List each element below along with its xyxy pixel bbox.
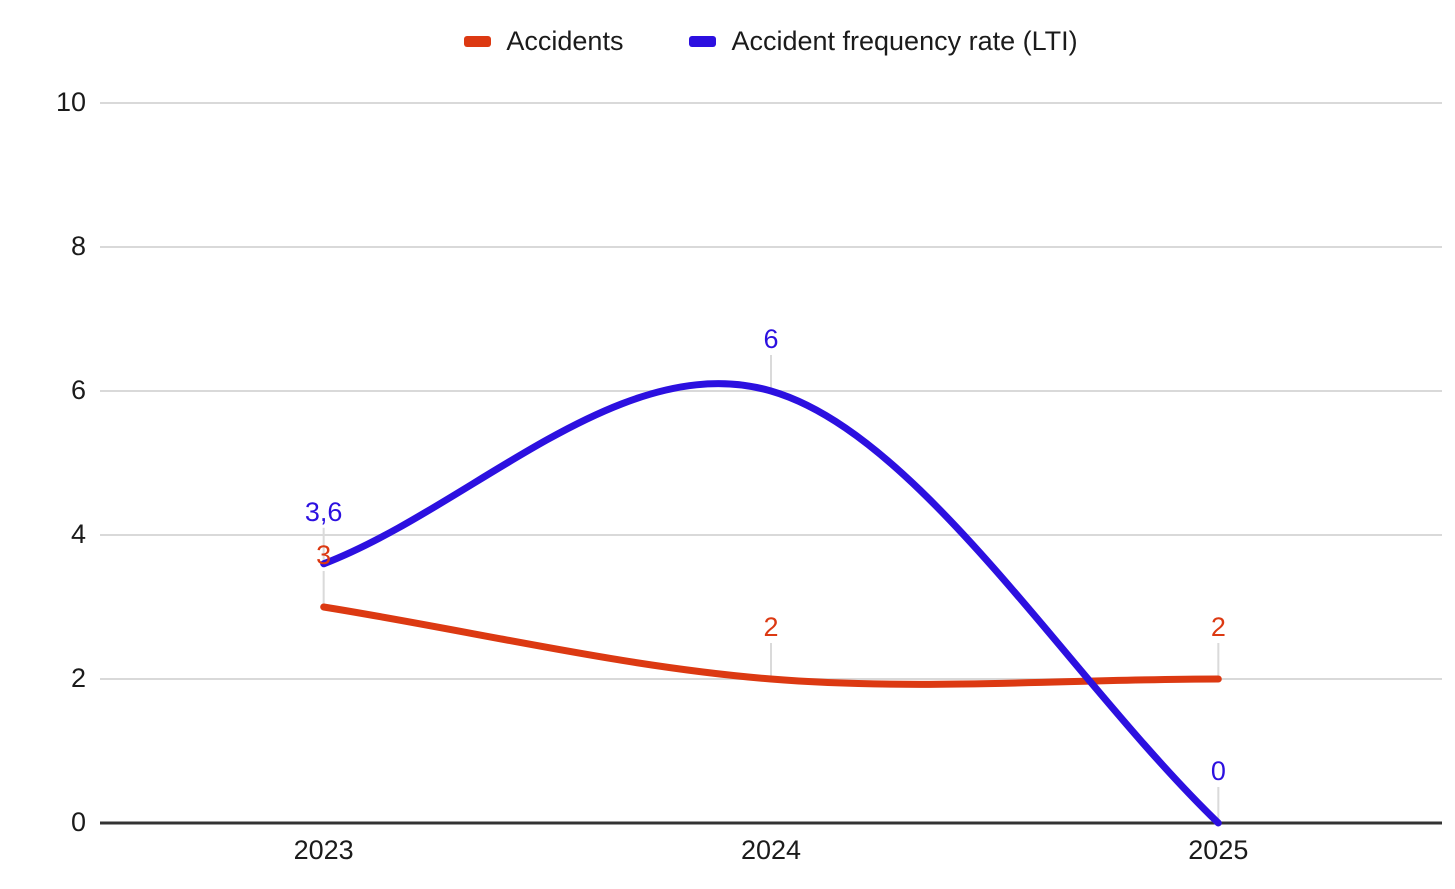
legend-item-accident-frequency-rate[interactable]: Accident frequency rate (LTI): [689, 26, 1078, 56]
data-label-accident-frequency-rate-lti-2025: 0: [1210, 756, 1226, 786]
data-label-accidents-2024: 2: [763, 612, 779, 642]
y-tick-label-0: 0: [70, 807, 86, 837]
legend-label-accidents: Accidents: [506, 26, 624, 56]
x-tick-label-2024: 2024: [740, 835, 802, 865]
legend-label-accident-frequency-rate: Accident frequency rate (LTI): [731, 26, 1078, 56]
data-label-accidents-2023: 3: [316, 540, 332, 570]
y-tick-label-4: 4: [70, 519, 86, 549]
legend-swatch-accident-frequency-rate: [689, 36, 717, 47]
legend-item-accidents[interactable]: Accidents: [464, 28, 623, 55]
y-tick-label-10: 10: [55, 87, 86, 117]
data-label-accidents-2025: 2: [1210, 612, 1226, 642]
data-label-accident-frequency-rate-lti-2023: 3,6: [304, 496, 343, 527]
series-line-1: [320, 380, 1222, 827]
series-line-0: [320, 603, 1222, 688]
y-tick-label-6: 6: [70, 375, 86, 405]
legend-swatch-accidents: [464, 36, 492, 47]
x-tick-label-2025: 2025: [1188, 835, 1249, 865]
chart-legend: Accidents Accident frequency rate (LTI): [100, 28, 1442, 55]
data-label-accident-frequency-rate-lti-2024: 6: [763, 324, 779, 354]
x-tick-label-2023: 2023: [293, 835, 354, 865]
y-tick-label-8: 8: [70, 231, 86, 261]
y-tick-label-2: 2: [70, 663, 86, 693]
